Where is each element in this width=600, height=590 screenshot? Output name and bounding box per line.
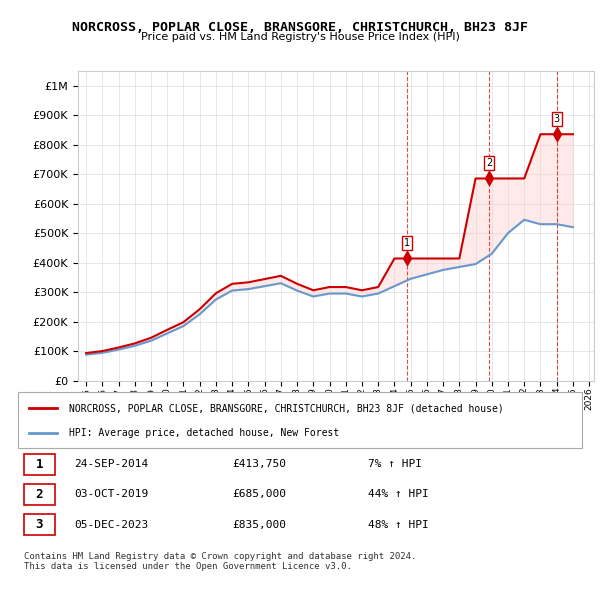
- Text: 2: 2: [35, 488, 43, 501]
- Text: 2: 2: [486, 158, 492, 168]
- Text: 24-SEP-2014: 24-SEP-2014: [74, 460, 149, 469]
- FancyBboxPatch shape: [23, 514, 55, 535]
- Text: 3: 3: [35, 518, 43, 531]
- Text: 05-DEC-2023: 05-DEC-2023: [74, 520, 149, 529]
- Text: NORCROSS, POPLAR CLOSE, BRANSGORE, CHRISTCHURCH, BH23 8JF: NORCROSS, POPLAR CLOSE, BRANSGORE, CHRIS…: [72, 21, 528, 34]
- Text: Contains HM Land Registry data © Crown copyright and database right 2024.
This d: Contains HM Land Registry data © Crown c…: [24, 552, 416, 571]
- Text: HPI: Average price, detached house, New Forest: HPI: Average price, detached house, New …: [69, 428, 339, 438]
- Text: 3: 3: [554, 114, 560, 124]
- Text: Price paid vs. HM Land Registry's House Price Index (HPI): Price paid vs. HM Land Registry's House …: [140, 32, 460, 42]
- FancyBboxPatch shape: [23, 484, 55, 505]
- FancyBboxPatch shape: [18, 392, 582, 448]
- Text: £685,000: £685,000: [232, 490, 286, 499]
- Text: 48% ↑ HPI: 48% ↑ HPI: [368, 520, 428, 529]
- Text: £413,750: £413,750: [232, 460, 286, 469]
- Text: 1: 1: [35, 458, 43, 471]
- Text: 1: 1: [404, 238, 410, 248]
- Text: 44% ↑ HPI: 44% ↑ HPI: [368, 490, 428, 499]
- Text: NORCROSS, POPLAR CLOSE, BRANSGORE, CHRISTCHURCH, BH23 8JF (detached house): NORCROSS, POPLAR CLOSE, BRANSGORE, CHRIS…: [69, 403, 503, 413]
- Text: 03-OCT-2019: 03-OCT-2019: [74, 490, 149, 499]
- Text: £835,000: £835,000: [232, 520, 286, 529]
- FancyBboxPatch shape: [23, 454, 55, 475]
- Text: 7% ↑ HPI: 7% ↑ HPI: [368, 460, 422, 469]
